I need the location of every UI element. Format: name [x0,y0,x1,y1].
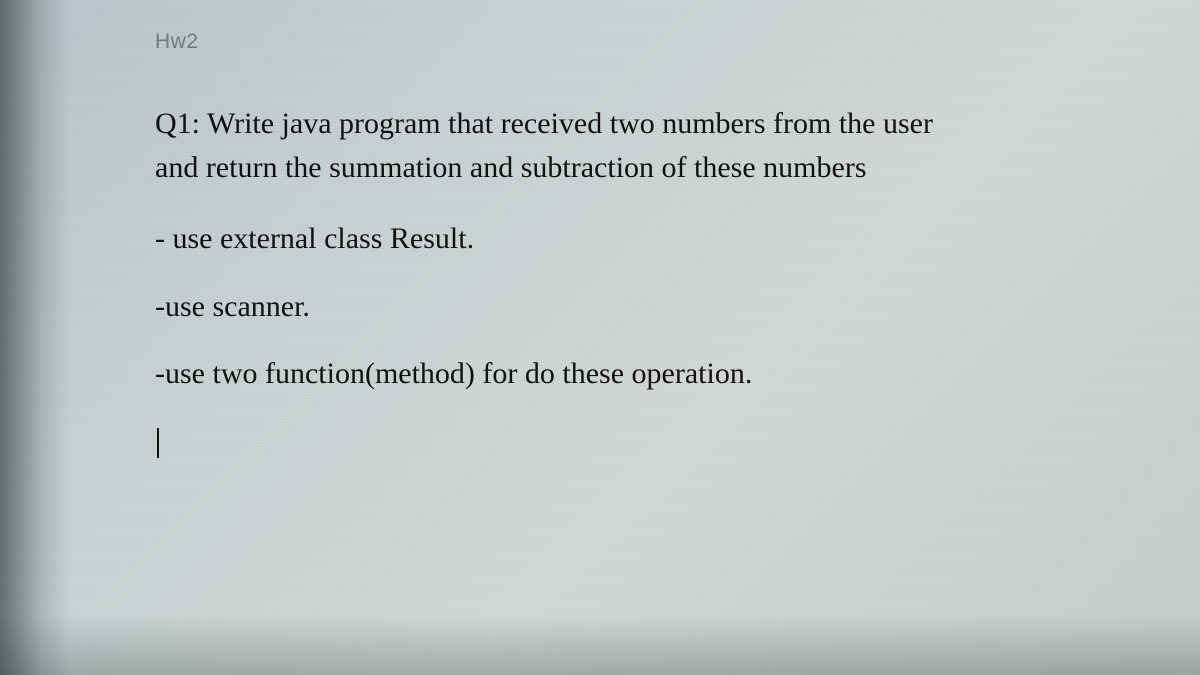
requirement-2: -use scanner. [155,285,1110,329]
document-page: Hw2 Q1: Write java program that received… [155,30,1110,487]
question-block: Q1: Write java program that received two… [155,102,1110,189]
text-cursor-icon [157,428,159,458]
bottom-edge-shadow [0,615,1200,675]
cursor-line[interactable] [155,420,1110,464]
requirement-1: - use external class Result. [155,217,1110,261]
question-line-2: and return the summation and subtraction… [155,146,1110,190]
page-header-label: Hw2 [155,30,1110,54]
requirement-3: -use two function(method) for do these o… [155,352,1110,396]
question-line-1: Q1: Write java program that received two… [155,102,1110,146]
left-edge-shadow [0,0,70,675]
document-body: Q1: Write java program that received two… [155,102,1110,463]
